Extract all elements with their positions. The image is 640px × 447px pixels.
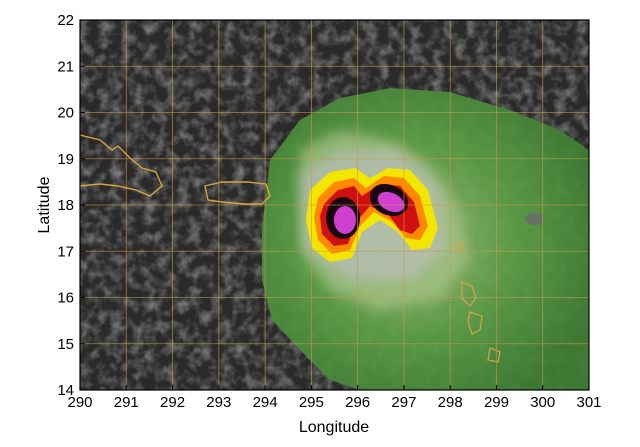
y-tick-label: 16 — [57, 290, 74, 307]
x-tick-label: 299 — [484, 394, 509, 411]
y-tick-label: 18 — [57, 197, 74, 214]
x-tick-label: 298 — [438, 394, 463, 411]
coastline-puerto-rico — [204, 181, 271, 205]
x-tick-label: 291 — [114, 394, 139, 411]
coastline-lesser-antilles — [453, 241, 501, 363]
x-tick-label: 293 — [206, 394, 231, 411]
x-tick-label: 290 — [67, 394, 92, 411]
y-tick-label: 19 — [57, 151, 74, 168]
y-axis-title: Latitude — [36, 176, 53, 233]
x-tick-label: 300 — [530, 394, 555, 411]
graticule — [80, 20, 589, 390]
storm-cell-east — [525, 213, 545, 225]
x-tick-label: 292 — [160, 394, 185, 411]
x-tick-label: 296 — [345, 394, 370, 411]
x-tick-label: 295 — [299, 394, 324, 411]
x-axis-ticks: 290 291 292 293 294 295 296 297 298 299 300 301 — [67, 385, 602, 411]
x-tick-label: 301 — [576, 394, 601, 411]
y-tick-label: 17 — [57, 243, 74, 260]
storm-core-west-peak — [334, 206, 356, 234]
y-tick-label: 20 — [57, 105, 74, 122]
coastline-hispaniola — [80, 134, 163, 197]
y-tick-label: 21 — [57, 58, 74, 75]
y-tick-label: 15 — [57, 336, 74, 353]
y-tick-label: 14 — [57, 382, 74, 399]
x-axis-title: Longitude — [299, 419, 369, 436]
x-tick-label: 294 — [253, 394, 278, 411]
y-tick-label: 22 — [57, 12, 74, 29]
x-tick-label: 297 — [391, 394, 416, 411]
y-axis-ticks: 14 15 16 17 18 19 20 21 22 — [57, 12, 85, 399]
storm-core-east-peak — [377, 191, 405, 213]
